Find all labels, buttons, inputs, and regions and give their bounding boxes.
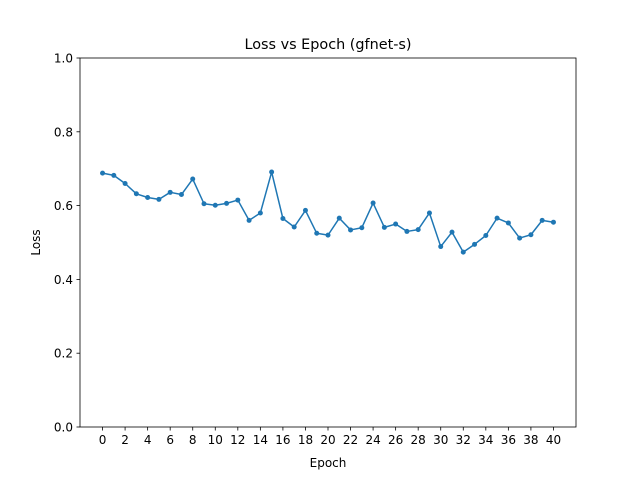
x-tick-label: 14 [253, 433, 268, 447]
loss-point [539, 217, 545, 223]
x-tick-label: 34 [478, 433, 493, 447]
y-tick-label: 0.6 [54, 199, 73, 213]
x-tick-label: 30 [433, 433, 448, 447]
loss-point [100, 170, 106, 176]
loss-point [111, 172, 117, 178]
y-axis-label: Loss [29, 229, 43, 255]
loss-point [122, 180, 128, 186]
x-axis-label: Epoch [310, 456, 347, 470]
y-tick-label: 0.4 [54, 273, 73, 287]
loss-point [348, 227, 354, 233]
x-tick-label: 16 [275, 433, 290, 447]
loss-point [269, 169, 275, 175]
loss-point [460, 249, 466, 255]
x-tick-label: 38 [523, 433, 538, 447]
x-tick-label: 12 [230, 433, 245, 447]
loss-point [257, 210, 263, 216]
x-tick-label: 32 [456, 433, 471, 447]
loss-point [381, 224, 387, 230]
loss-point [190, 176, 196, 182]
y-tick-label: 0.2 [54, 347, 73, 361]
x-tick-label: 0 [99, 433, 107, 447]
x-tick-label: 8 [189, 433, 197, 447]
x-tick-label: 4 [144, 433, 152, 447]
x-tick-label: 40 [546, 433, 561, 447]
x-tick-label: 24 [365, 433, 380, 447]
x-tick-label: 28 [411, 433, 426, 447]
loss-point [550, 219, 556, 225]
x-tick-label: 36 [501, 433, 516, 447]
loss-point [336, 215, 342, 221]
loss-point [370, 200, 376, 206]
loss-point [472, 241, 478, 247]
loss-point [167, 189, 173, 195]
x-tick-label: 20 [320, 433, 335, 447]
loss-point [235, 197, 241, 203]
x-axis-ticks: 0 2 4 6 8 10 12 14 16 18 20 22 24 26 28 30 32 34 36 38 40 [99, 427, 561, 447]
x-tick-label: 22 [343, 433, 358, 447]
loss-point [280, 216, 286, 222]
loss-point [505, 220, 511, 226]
loss-point [528, 232, 534, 238]
loss-point [212, 202, 218, 208]
loss-point [178, 192, 184, 198]
loss-point [246, 217, 252, 223]
series-layer [100, 169, 556, 255]
loss-point [517, 235, 523, 241]
loss-point [415, 227, 421, 233]
y-tick-label: 1.0 [54, 52, 73, 66]
loss-point [426, 210, 432, 216]
loss-point [449, 229, 455, 235]
chart-title: Loss vs Epoch (gfnet-s) [244, 37, 411, 53]
plot-area: 0 2 4 6 8 10 12 14 16 18 20 22 24 26 28 30 32 34 36 38 40 0.… [54, 52, 577, 447]
y-tick-label: 0.0 [54, 421, 73, 435]
loss-point [156, 196, 162, 202]
loss-point [438, 244, 444, 250]
loss-point [291, 224, 297, 230]
loss-point [224, 200, 230, 206]
loss-point [325, 232, 331, 238]
axes-frame [79, 57, 577, 428]
loss-point [314, 230, 320, 236]
x-tick-label: 2 [121, 433, 129, 447]
loss-point [359, 225, 365, 231]
y-axis-ticks: 0.0 0.2 0.4 0.6 0.8 1.0 [54, 52, 80, 435]
x-tick-label: 18 [298, 433, 313, 447]
loss-point [393, 221, 399, 227]
x-tick-label: 10 [208, 433, 223, 447]
y-tick-label: 0.8 [54, 125, 73, 139]
loss-point [483, 232, 489, 238]
loss-point [201, 201, 207, 207]
loss-point [145, 194, 151, 200]
loss-point [302, 207, 308, 213]
loss-point [494, 215, 500, 221]
loss-point [404, 228, 410, 234]
loss-point [133, 191, 139, 197]
x-tick-label: 26 [388, 433, 403, 447]
x-tick-label: 6 [166, 433, 174, 447]
